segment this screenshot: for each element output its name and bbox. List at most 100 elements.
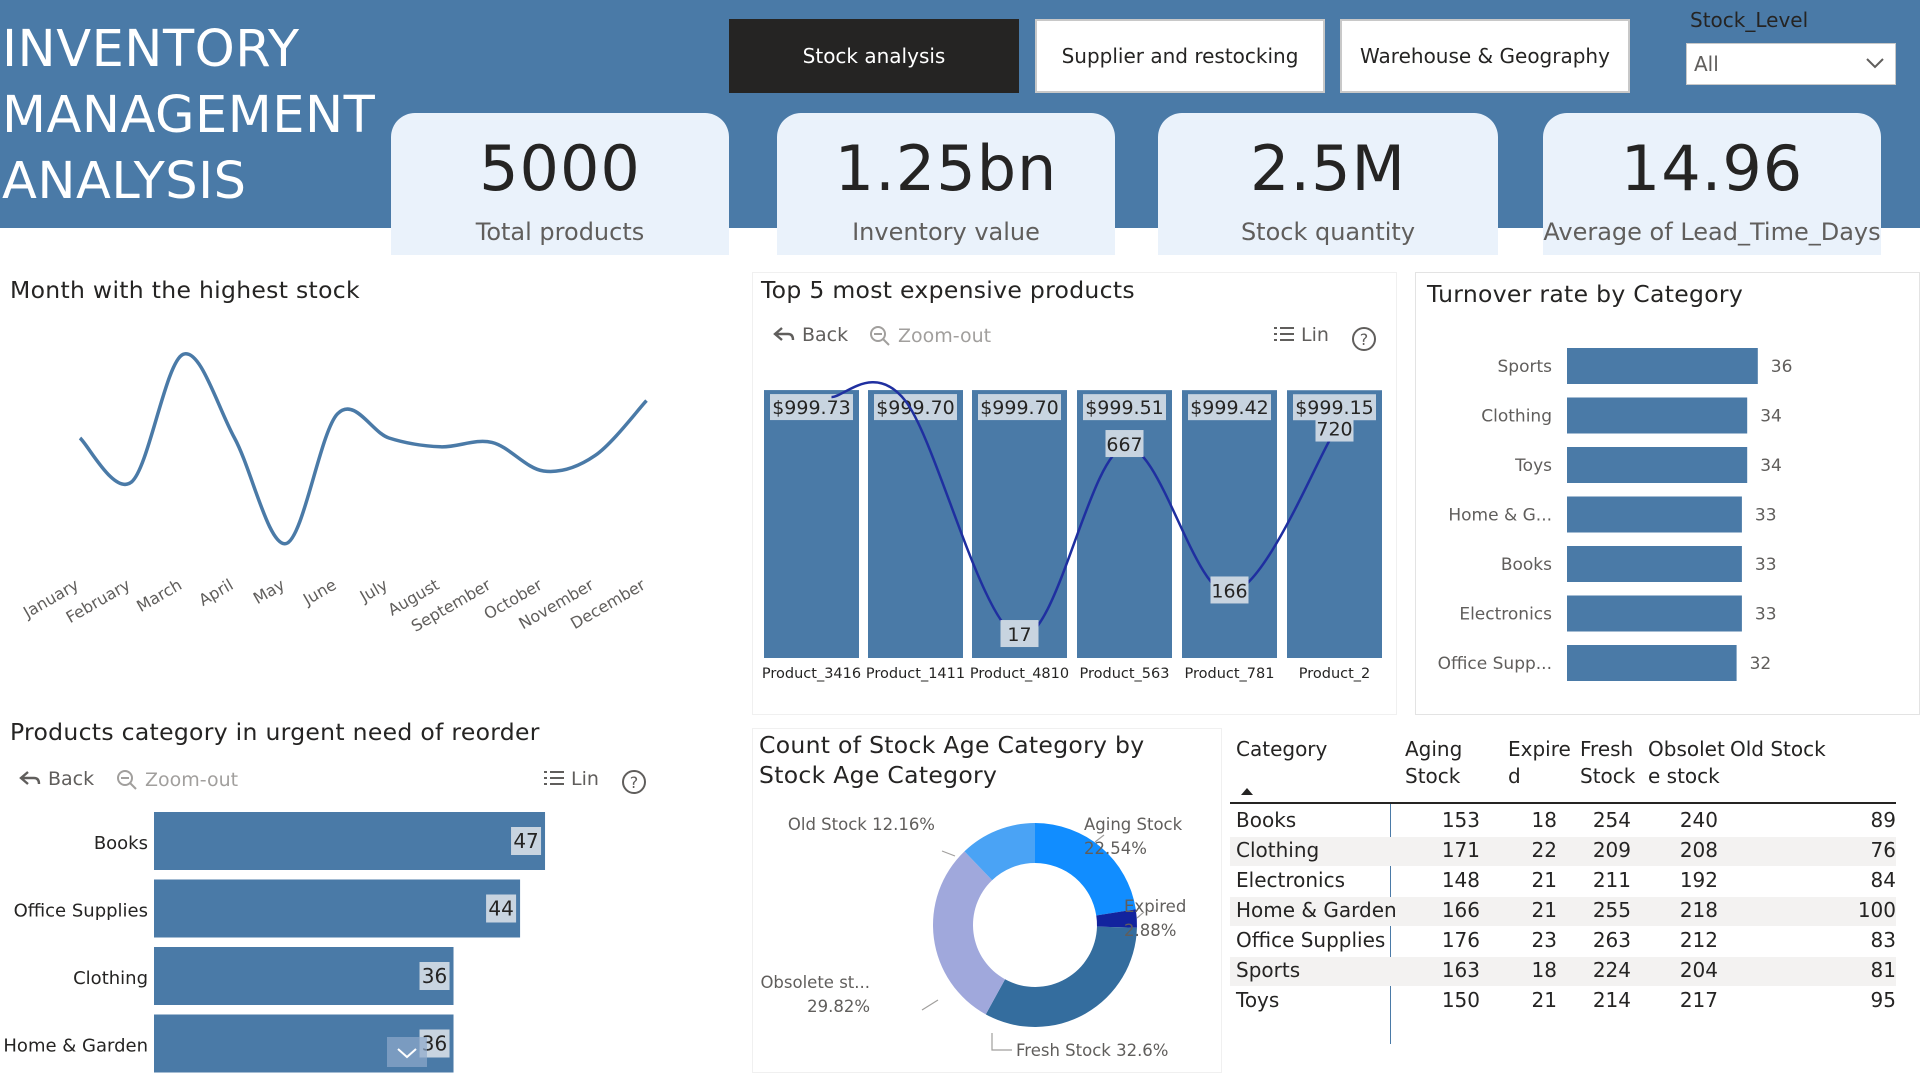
cell-value: 255 — [1592, 898, 1631, 922]
data-label: 44 — [488, 897, 513, 921]
slice-percent-label: 2.88% — [1124, 921, 1176, 940]
data-label: 36 — [1771, 357, 1793, 377]
cell-value: 214 — [1592, 988, 1631, 1012]
category-label: Books — [1501, 555, 1552, 575]
sort-ascending-icon[interactable] — [1240, 786, 1254, 796]
category-label: Electronics — [1459, 605, 1552, 625]
reorder-title: Products category in urgent need of reor… — [10, 718, 540, 746]
cell-value: 100 — [1857, 898, 1896, 922]
price-data-label: $999.42 — [1190, 397, 1269, 419]
dashboard-title-line-3: ANALYSIS — [2, 152, 247, 211]
cell-value: 150 — [1441, 988, 1480, 1012]
nav-button-supplier-restocking[interactable]: Supplier and restocking — [1035, 19, 1325, 93]
cell-value: 212 — [1679, 928, 1718, 952]
cell-value: 176 — [1441, 928, 1480, 952]
zoom-out-label: Zoom-out — [898, 325, 992, 347]
table-row[interactable]: Electronics 148 21 211 192 84 — [1230, 867, 1896, 896]
zoom-out-button[interactable]: Zoom-out — [868, 324, 991, 348]
lin-button[interactable]: Lin — [543, 768, 599, 790]
x-tick-label: May — [250, 575, 288, 608]
table-row[interactable]: Books 153 18 254 240 89 — [1230, 807, 1896, 836]
help-icon[interactable]: ? — [621, 769, 647, 795]
back-button[interactable]: Back — [18, 768, 94, 790]
row-category: Electronics — [1236, 868, 1346, 892]
table-row[interactable]: Toys 150 21 214 217 95 — [1230, 987, 1896, 1016]
nav-button-warehouse-geography[interactable]: Warehouse & Geography — [1340, 19, 1630, 93]
row-category: Toys — [1236, 988, 1280, 1012]
stock-data-label: 720 — [1316, 419, 1352, 441]
turnover-bar — [1567, 546, 1742, 582]
x-tick-label: Product_4810 — [970, 666, 1069, 682]
donut-card — [752, 728, 1222, 1073]
help-icon[interactable]: ? — [1351, 326, 1377, 352]
donut-slice — [1035, 823, 1136, 916]
row-category: Books — [1236, 808, 1297, 832]
category-label: Clothing — [73, 968, 148, 989]
kpi-label: Stock quantity — [1240, 218, 1416, 246]
stock-age-matrix: Category Aging Stock Expire d Fresh Stock Obso… — [1230, 730, 1920, 1075]
data-label: 33 — [1755, 555, 1777, 575]
turnover-title: Turnover rate by Category — [1427, 280, 1744, 308]
column-header-category[interactable]: Category — [1236, 737, 1328, 761]
cell-value: 211 — [1592, 868, 1631, 892]
table-row[interactable]: Clothing 171 22 209 208 76 — [1230, 837, 1896, 866]
category-label: Home & G... — [1448, 506, 1552, 526]
price-data-label: $999.70 — [876, 397, 955, 419]
stock-level-dropdown[interactable]: All — [1686, 43, 1896, 85]
nav-button-stock-analysis[interactable]: Stock analysis — [729, 19, 1019, 93]
lin-button[interactable]: Lin — [1273, 324, 1329, 346]
top-products-combo-chart[interactable]: $999.73 Product_3416 $999.70 Product_1411 $9… — [752, 375, 1397, 685]
column-header[interactable]: Expire d — [1508, 737, 1571, 788]
donut-slice — [933, 851, 1006, 1015]
kpi-value: 14.96 — [1620, 132, 1804, 205]
price-data-label: $999.73 — [772, 397, 851, 419]
table-row[interactable]: Home & Garden 166 21 255 218 100 — [1230, 897, 1896, 926]
data-label: 47 — [513, 829, 538, 853]
turnover-bar-chart[interactable]: Sports 36 Clothing 34 Toys 34 Home & G... 33 Boo… — [1415, 340, 1915, 700]
cell-value: 208 — [1679, 838, 1718, 862]
column-header[interactable]: Aging Stock — [1405, 737, 1463, 788]
donut-title: Count of Stock Age Category by Stock Age… — [759, 731, 1145, 789]
top-products-title: Top 5 most expensive products — [761, 276, 1135, 304]
header-divider — [1230, 802, 1896, 804]
back-button[interactable]: Back — [772, 324, 848, 346]
kpi-value: 2.5M — [1249, 132, 1407, 205]
svg-text:?: ? — [1360, 330, 1369, 349]
list-icon — [544, 771, 564, 785]
slice-label: Old Stock 12.16% — [788, 815, 935, 834]
kpi-value: 5000 — [479, 132, 641, 205]
column-header[interactable]: Obsolet e stock — [1648, 737, 1725, 788]
column-header[interactable]: Old Stock — [1730, 737, 1826, 761]
data-label: 33 — [1755, 506, 1777, 526]
row-category: Sports — [1236, 958, 1301, 982]
cell-value: 21 — [1531, 988, 1557, 1012]
cell-value: 84 — [1870, 868, 1896, 892]
cell-value: 163 — [1441, 958, 1480, 982]
slice-category-label: Aging Stock — [1084, 815, 1183, 834]
cell-value: 89 — [1870, 808, 1896, 832]
cell-value: 76 — [1870, 838, 1896, 862]
data-label-bg — [1083, 394, 1166, 421]
leader-line — [941, 850, 956, 857]
cell-value: 153 — [1441, 808, 1480, 832]
slice-percent-label: 29.82% — [807, 997, 870, 1016]
data-label: 34 — [1760, 407, 1782, 427]
data-label-bg — [1105, 430, 1144, 458]
kpi-card-total-products: 5000 Total products — [391, 113, 729, 255]
kpi-card-average-lead-time: 14.96 Average of Lead_Time_Days — [1543, 113, 1881, 255]
price-bar — [764, 390, 859, 658]
data-label-bg — [486, 894, 517, 923]
reorder-bar-chart[interactable]: Books 47 Office Supplies 44 Clothing 36 Home &… — [0, 805, 700, 1080]
kpi-card-inventory-value: 1.25bn Inventory value — [777, 113, 1115, 255]
zoom-out-button[interactable]: Zoom-out — [115, 768, 238, 792]
column-header[interactable]: Fresh Stock — [1580, 737, 1636, 788]
data-label-bg — [1000, 620, 1039, 648]
cell-value: 95 — [1870, 988, 1896, 1012]
stock-age-donut-chart[interactable]: Aging Stock 22.54% Expired 2.88% Fresh Stock… — [752, 800, 1222, 1070]
category-label: Home & Garden — [3, 1036, 148, 1057]
table-row[interactable]: Office Supplies 176 23 263 212 83 — [1230, 927, 1896, 956]
table-row[interactable]: Sports 163 18 224 204 81 — [1230, 957, 1896, 986]
stock-series-line — [78, 352, 648, 546]
data-label: 34 — [1760, 456, 1782, 476]
